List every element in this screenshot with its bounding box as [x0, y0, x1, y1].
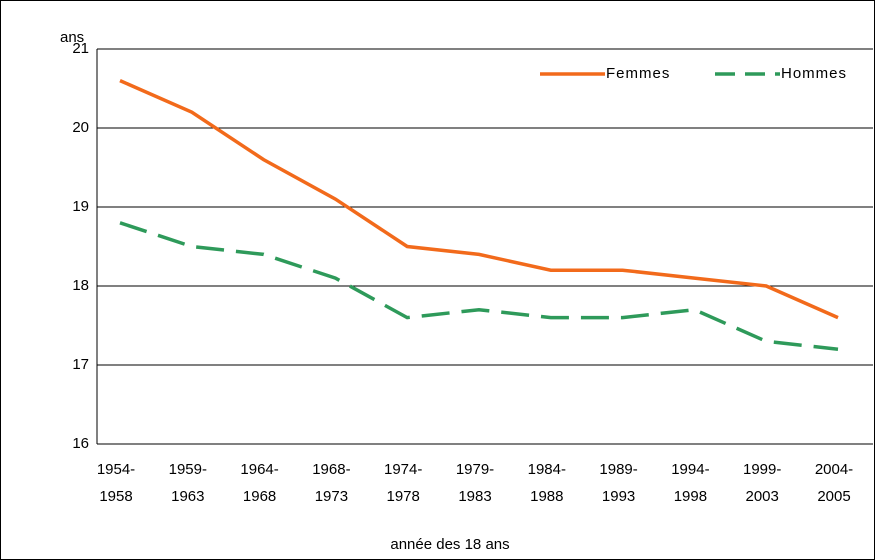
x-tick-label-line: 1964- [240, 461, 278, 478]
y-tick-label: 16 [72, 435, 89, 452]
y-tick-label: 19 [72, 198, 89, 215]
x-tick-label: 1964- 1968 [240, 461, 278, 505]
x-tick-label-line: 1999- [743, 461, 781, 478]
x-tick-label-line: 1958 [99, 488, 132, 505]
y-tick-label: 17 [72, 356, 89, 373]
y-axis-label: ans [60, 29, 84, 46]
x-tick-label: 1974- 1978 [384, 461, 422, 505]
x-tick-label-line: 1974- [384, 461, 422, 478]
x-tick-label: 1984- 1988 [528, 461, 566, 505]
x-tick-label-line: 1998 [674, 488, 707, 505]
x-tick-label-line: 2003 [746, 488, 779, 505]
x-tick-label: 1999- 2003 [743, 461, 781, 505]
x-tick-label-line: 2004- [815, 461, 853, 478]
x-tick-label-line: 1979- [456, 461, 494, 478]
x-tick-label: 2004- 2005 [815, 461, 853, 505]
x-tick-label-line: 1984- [528, 461, 566, 478]
x-tick-label-line: 1988 [530, 488, 563, 505]
x-tick-label-line: 1968- [312, 461, 350, 478]
x-tick-label-line: 1989- [599, 461, 637, 478]
x-axis-label: année des 18 ans [390, 536, 509, 553]
y-tick-label: 20 [72, 119, 89, 136]
x-tick-label-line: 1968 [243, 488, 276, 505]
x-tick-label-line: 1993 [602, 488, 635, 505]
y-tick-label: 18 [72, 277, 89, 294]
x-tick-label: 1994- 1998 [671, 461, 709, 505]
x-tick-label-line: 2005 [817, 488, 850, 505]
y-tick-label: 21 [72, 40, 89, 57]
data-line [119, 221, 839, 351]
x-tick-label-line: 1959- [169, 461, 207, 478]
x-tick-label-line: 1954- [97, 461, 135, 478]
x-tick-label: 1989- 1993 [599, 461, 637, 505]
x-tick-label-line: 1994- [671, 461, 709, 478]
x-tick-label-line: 1963 [171, 488, 204, 505]
x-tick-label-line: 1978 [387, 488, 420, 505]
data-line [119, 78, 839, 320]
legend-label: Hommes [781, 65, 847, 82]
x-tick-label: 1979- 1983 [456, 461, 494, 505]
x-tick-label-line: 1973 [315, 488, 348, 505]
legend-label: Femmes [606, 65, 670, 82]
x-tick-label: 1954- 1958 [97, 461, 135, 505]
x-tick-label: 1968- 1973 [312, 461, 350, 505]
x-tick-label-line: 1983 [458, 488, 491, 505]
x-tick-label: 1959- 1963 [169, 461, 207, 505]
